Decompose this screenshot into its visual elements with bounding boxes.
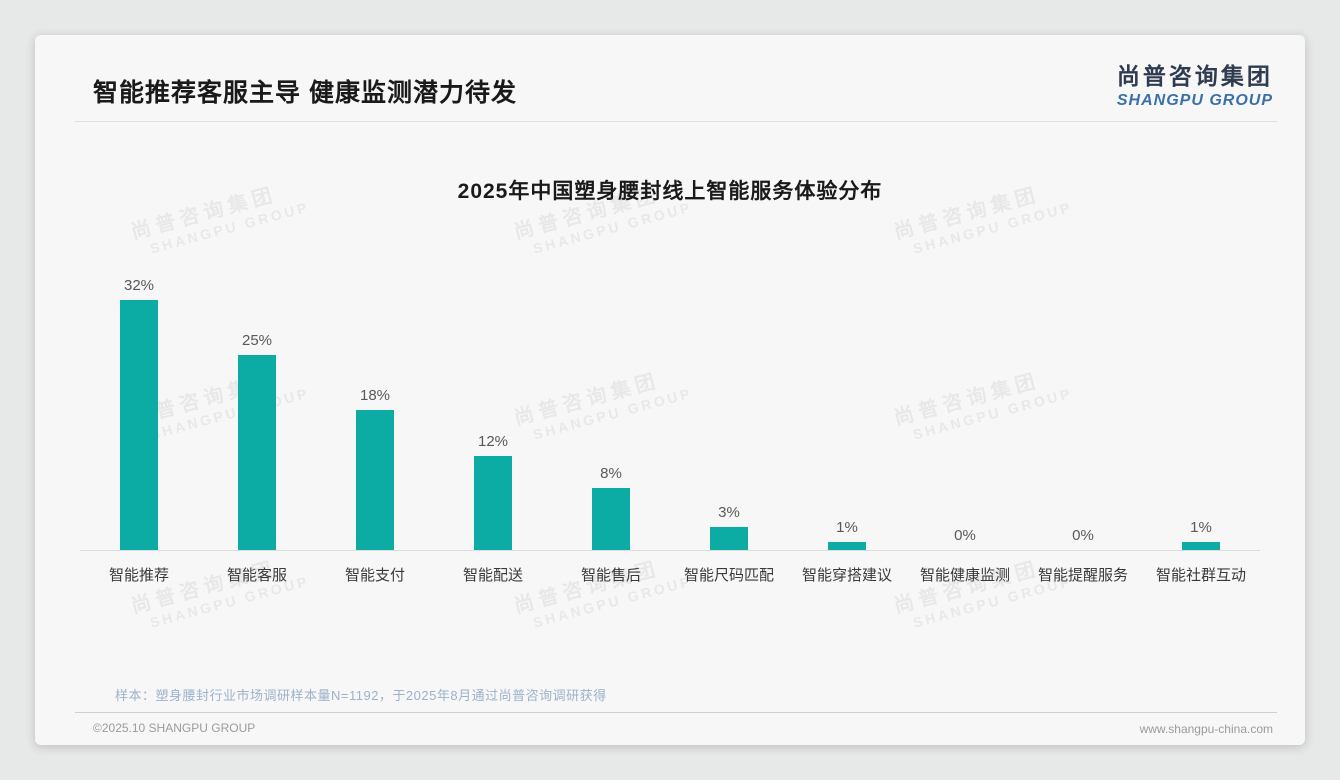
bar-group: 0%: [906, 271, 1024, 550]
sample-source-note: 样本：塑身腰封行业市场调研样本量N=1192，于2025年8月通过尚普咨询调研获…: [115, 688, 607, 703]
bar-value-label: 8%: [600, 465, 622, 482]
bar-value-label: 18%: [359, 387, 391, 404]
bar-group: 8%: [552, 271, 670, 550]
footer-divider: [75, 712, 1277, 713]
page-title: 智能推荐客服主导 健康监测潜力待发: [93, 79, 517, 107]
bar: [356, 410, 394, 550]
bar-group: 32%: [80, 271, 198, 550]
bar-value-label: 1%: [836, 519, 858, 536]
x-axis-label: 智能推荐: [108, 567, 169, 584]
x-axis-label: 智能支付: [344, 567, 405, 584]
bar-value-label: 1%: [1190, 519, 1212, 536]
bar-group: 18%: [316, 271, 434, 550]
bar-chart-plot-area: 32% 25% 18% 12% 8% 3% 1% 0% 0% 1%: [80, 271, 1260, 551]
x-axis-label: 智能社群互动: [1155, 567, 1246, 584]
bar: [238, 355, 276, 550]
bar: [1182, 542, 1220, 550]
x-axis-label: 智能穿搭建议: [801, 567, 892, 584]
bar: [120, 300, 158, 550]
watermark: 尚普咨询集团 SHANGPU GROUP: [890, 545, 1074, 635]
x-axis-label: 智能客服: [226, 567, 287, 584]
bar-value-label: 32%: [123, 277, 155, 294]
company-logo: 尚普咨询集团 SHANGPU GROUP: [1117, 57, 1273, 110]
bar: [592, 488, 630, 550]
bar-value-label: 3%: [718, 504, 740, 521]
title-divider: [75, 121, 1277, 122]
copyright-text: ©2025.10 SHANGPU GROUP: [93, 721, 256, 735]
bar: [828, 542, 866, 550]
bar-group: 1%: [1142, 271, 1260, 550]
logo-english-text: SHANGPU GROUP: [1116, 92, 1273, 109]
watermark-english-text: SHANGPU GROUP: [531, 198, 695, 257]
chart-title: 2025年中国塑身腰封线上智能服务体验分布: [457, 180, 883, 203]
logo-chinese-text: 尚普咨询集团: [1116, 63, 1273, 89]
bar-value-label: 25%: [241, 332, 273, 349]
x-axis-label: 智能尺码匹配: [683, 567, 774, 584]
bar: [710, 527, 748, 550]
bar-group: 3%: [670, 271, 788, 550]
bar-group: 25%: [198, 271, 316, 550]
watermark: 尚普咨询集团 SHANGPU GROUP: [510, 545, 694, 635]
website-url: www.shangpu-china.com: [1139, 722, 1273, 736]
bar-group: 0%: [1024, 271, 1142, 550]
bar-value-label: 0%: [954, 527, 976, 544]
bar-group: 12%: [434, 271, 552, 550]
watermark-english-text: SHANGPU GROUP: [148, 198, 312, 257]
watermark: 尚普咨询集团 SHANGPU GROUP: [127, 545, 311, 635]
x-axis-category-labels: 智能推荐 智能客服 智能支付 智能配送 智能售后 智能尺码匹配 智能穿搭建议 智能健康监测 智能…: [80, 564, 1260, 585]
x-axis-label: 智能售后: [580, 567, 641, 584]
watermark-english-text: SHANGPU GROUP: [911, 198, 1075, 257]
x-axis-label: 智能健康监测: [919, 567, 1010, 584]
report-slide: 尚普咨询集团 SHANGPU GROUP 尚普咨询集团 SHANGPU GROUP 尚普…: [35, 35, 1305, 745]
bar-group: 1%: [788, 271, 906, 550]
bar-value-label: 12%: [477, 433, 509, 450]
x-axis-label: 智能提醒服务: [1037, 567, 1128, 584]
bar-value-label: 0%: [1072, 527, 1094, 544]
x-axis-label: 智能配送: [462, 567, 523, 584]
bar: [474, 456, 512, 550]
